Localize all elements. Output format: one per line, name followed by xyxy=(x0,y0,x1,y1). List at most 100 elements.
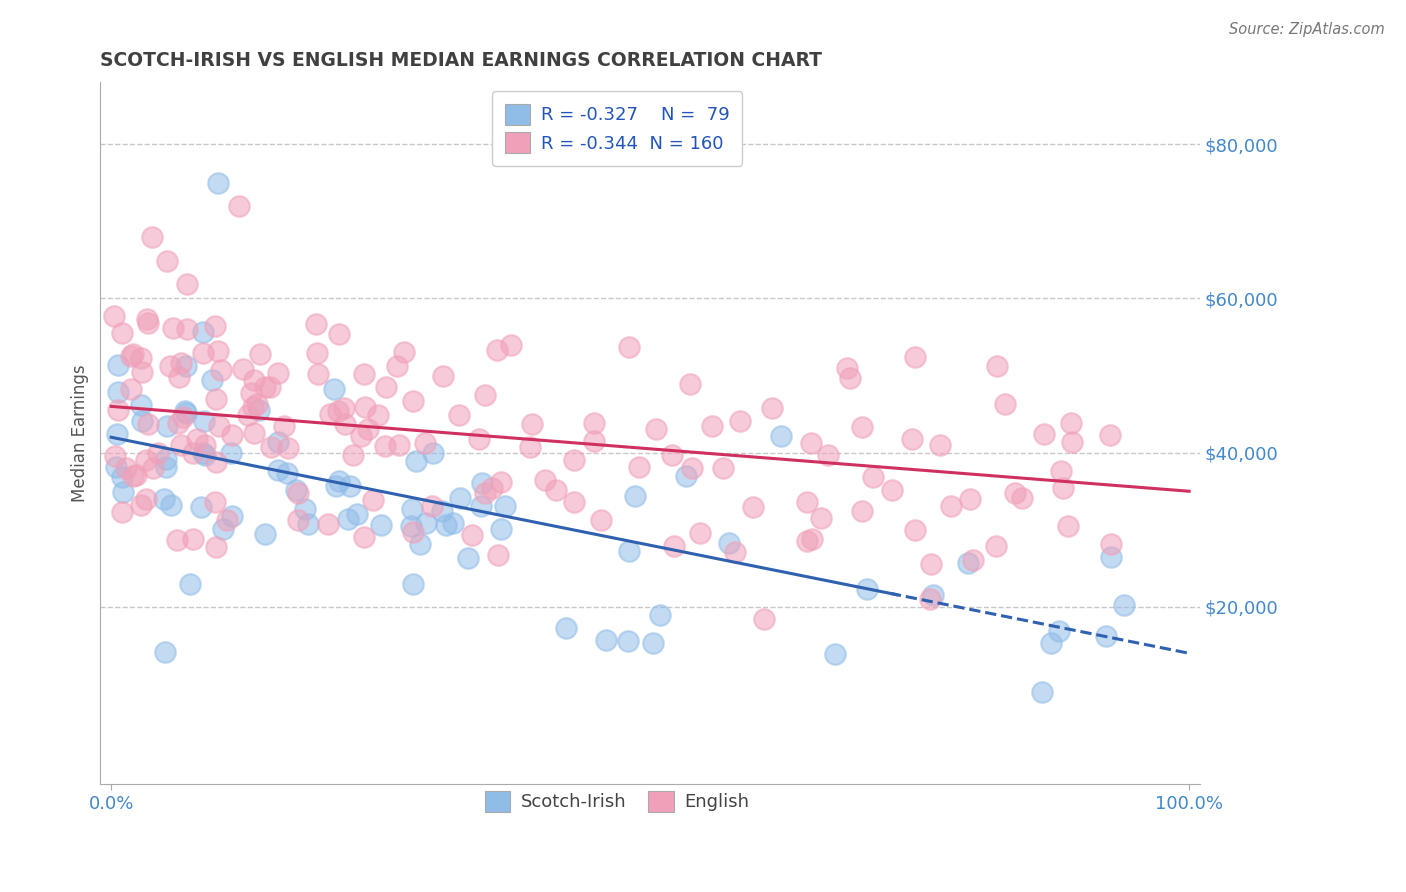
Point xyxy=(434,517,457,532)
Point xyxy=(328,326,350,341)
Point xyxy=(405,454,427,468)
Point xyxy=(316,517,339,532)
Point xyxy=(367,409,389,423)
Point xyxy=(643,636,665,650)
Point xyxy=(120,382,142,396)
Point xyxy=(135,311,157,326)
Point xyxy=(904,350,927,364)
Point xyxy=(174,406,197,420)
Point xyxy=(242,426,264,441)
Point xyxy=(105,426,128,441)
Point xyxy=(471,475,494,490)
Point xyxy=(627,460,650,475)
Point xyxy=(519,440,541,454)
Point xyxy=(474,388,496,402)
Point xyxy=(1099,550,1122,565)
Point xyxy=(267,366,290,380)
Point xyxy=(148,445,170,459)
Point xyxy=(167,369,190,384)
Point xyxy=(474,486,496,500)
Point xyxy=(156,254,179,268)
Point xyxy=(388,438,411,452)
Point xyxy=(173,404,195,418)
Point xyxy=(131,365,153,379)
Point xyxy=(337,512,360,526)
Point xyxy=(176,322,198,336)
Point xyxy=(247,403,270,417)
Point xyxy=(160,498,183,512)
Point xyxy=(922,587,945,601)
Point xyxy=(941,499,963,513)
Point xyxy=(449,491,471,505)
Point xyxy=(232,362,254,376)
Point xyxy=(208,419,231,434)
Point xyxy=(402,524,425,539)
Point xyxy=(1049,624,1071,638)
Point xyxy=(353,530,375,544)
Point xyxy=(194,448,217,462)
Point xyxy=(273,419,295,434)
Point xyxy=(129,498,152,512)
Point xyxy=(769,428,792,442)
Point xyxy=(402,394,425,409)
Point xyxy=(245,397,267,411)
Point xyxy=(339,479,361,493)
Point xyxy=(399,519,422,533)
Point xyxy=(675,469,697,483)
Point xyxy=(105,460,128,475)
Point xyxy=(112,484,135,499)
Point xyxy=(204,318,226,333)
Point xyxy=(181,533,204,547)
Point xyxy=(457,550,479,565)
Point xyxy=(689,526,711,541)
Point xyxy=(413,436,436,450)
Point xyxy=(193,414,215,428)
Point xyxy=(959,491,981,506)
Point xyxy=(107,385,129,400)
Point xyxy=(328,474,350,488)
Point xyxy=(186,432,208,446)
Point xyxy=(135,453,157,467)
Point xyxy=(1050,464,1073,478)
Point xyxy=(839,370,862,384)
Point xyxy=(728,414,751,428)
Point xyxy=(107,402,129,417)
Point xyxy=(276,466,298,480)
Point xyxy=(155,452,177,467)
Point xyxy=(661,448,683,462)
Point xyxy=(190,500,212,515)
Point xyxy=(401,501,423,516)
Point xyxy=(249,346,271,360)
Point xyxy=(1060,435,1083,450)
Point xyxy=(304,317,326,331)
Point xyxy=(650,607,672,622)
Point xyxy=(616,634,638,648)
Point xyxy=(662,539,685,553)
Point xyxy=(131,414,153,428)
Point xyxy=(851,420,873,434)
Point xyxy=(901,433,924,447)
Point xyxy=(221,509,243,524)
Point xyxy=(307,367,329,381)
Point xyxy=(617,340,640,354)
Point xyxy=(835,360,858,375)
Point xyxy=(880,483,903,498)
Point xyxy=(333,401,356,416)
Point xyxy=(595,633,617,648)
Point xyxy=(461,528,484,542)
Point xyxy=(1004,485,1026,500)
Point xyxy=(824,648,846,662)
Point xyxy=(1101,536,1123,550)
Point xyxy=(346,508,368,522)
Point xyxy=(103,309,125,323)
Point xyxy=(254,380,277,394)
Point xyxy=(107,359,129,373)
Point xyxy=(409,537,432,551)
Point xyxy=(582,417,605,431)
Point xyxy=(494,499,516,513)
Point xyxy=(194,438,217,452)
Point xyxy=(432,369,454,384)
Point xyxy=(297,516,319,531)
Point xyxy=(1057,518,1080,533)
Point xyxy=(204,495,226,509)
